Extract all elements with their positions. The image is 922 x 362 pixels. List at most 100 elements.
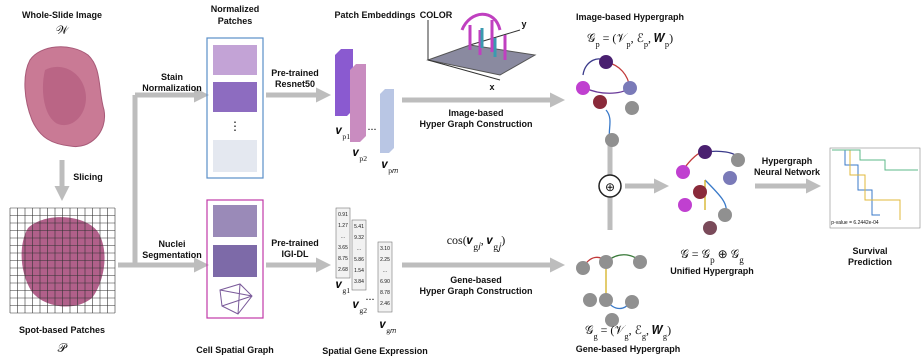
formula-sub: p1 xyxy=(342,132,350,141)
resnet-label: Resnet50 xyxy=(275,79,315,89)
node xyxy=(576,261,590,275)
arrow xyxy=(118,95,135,265)
formula-part: ) xyxy=(501,233,505,247)
stain-label: Stain xyxy=(161,72,183,82)
node xyxy=(623,81,637,95)
fusion-symbol: ⊕ xyxy=(605,180,615,194)
node xyxy=(693,185,707,199)
gene-value: 2.46 xyxy=(380,301,390,307)
node xyxy=(625,295,639,309)
gene-value: 5.86 xyxy=(354,257,364,263)
gene-value: 2.25 xyxy=(380,257,390,263)
formula-part: 𝒢 = 𝒢 xyxy=(680,247,710,261)
formula-part: , 𝑾 xyxy=(646,323,664,337)
node xyxy=(633,255,647,269)
survival-title: Prediction xyxy=(848,257,892,267)
cube-label: COLOR xyxy=(420,10,453,20)
p-value: p-value = 6.2442e-04 xyxy=(831,220,879,226)
nuclei-label: Segmentation xyxy=(142,250,202,260)
patch xyxy=(213,245,257,277)
node xyxy=(593,95,607,109)
gene-value: 3.65 xyxy=(338,245,348,251)
igi-label: Pre-trained xyxy=(271,238,319,248)
node xyxy=(718,208,732,222)
node xyxy=(723,171,737,185)
node xyxy=(605,133,619,147)
wsi-symbol: 𝒲 xyxy=(56,23,70,37)
formula-sub: p2 xyxy=(359,154,367,163)
cell-graph-title: Cell Spatial Graph xyxy=(196,345,274,355)
node xyxy=(599,255,613,269)
normalized-dots: ⋮ xyxy=(229,119,241,133)
normalized-title: Patches xyxy=(218,16,253,26)
formula-sub: g1 xyxy=(342,286,350,295)
formula-part: ) xyxy=(667,323,671,337)
cosine-formula: cos(𝒗g𝑖, 𝒗g𝑗) xyxy=(447,233,506,253)
hgnn-label: Neural Network xyxy=(754,167,821,177)
construction-label: Hyper Graph Construction xyxy=(419,119,532,129)
cell-graph xyxy=(220,284,252,314)
wsi-title: Whole-Slide Image xyxy=(22,10,102,20)
gene-value: 8.75 xyxy=(338,256,348,262)
survival-title: Survival xyxy=(852,246,887,256)
formula-sub: p𝑚 xyxy=(388,166,399,175)
image-hypergraph-formula: 𝒢p = (𝒱p, ℰp, 𝑾p) xyxy=(587,31,673,49)
gene-value: ... xyxy=(383,268,387,274)
patch xyxy=(213,140,257,172)
normalized-title: Normalized xyxy=(211,4,260,14)
cube-label: x xyxy=(489,82,494,92)
gene-hypergraph-formula: 𝒢g = (𝒱g, ℰg, 𝑾g) xyxy=(585,323,671,341)
formula-part: = (𝒱 xyxy=(598,323,627,337)
embedding-label: 𝒗p2 xyxy=(353,145,367,163)
formula-part: , 𝒗 xyxy=(481,233,494,247)
embeddings-title: Patch Embeddings xyxy=(334,10,415,20)
spot-symbol: 𝒫 xyxy=(58,341,68,355)
formula-sub: g xyxy=(739,255,744,265)
gene-value: 6.90 xyxy=(380,279,390,285)
spot-title: Spot-based Patches xyxy=(19,325,105,335)
gene-value: 3.84 xyxy=(354,279,364,285)
gene-value: 1.27 xyxy=(338,223,348,229)
formula-part: ) xyxy=(669,31,673,45)
gene-value: 2.68 xyxy=(338,267,348,273)
formula-part: , 𝑾 xyxy=(648,31,666,45)
formula-sub: g2 xyxy=(359,306,367,315)
gene-value: 1.54 xyxy=(354,268,364,274)
gene-value: 3.10 xyxy=(380,246,390,252)
embedding xyxy=(350,64,366,142)
node xyxy=(698,145,712,159)
formula-part: = (𝒱 xyxy=(600,31,629,45)
node xyxy=(583,293,597,307)
unified-title: Unified Hypergraph xyxy=(670,266,754,276)
embedding-label: 𝒗p1 xyxy=(336,123,350,141)
node xyxy=(703,221,717,235)
hgnn-label: Hypergraph xyxy=(762,156,813,166)
igi-label: IGI-DL xyxy=(282,249,309,259)
gene-value: 8.78 xyxy=(380,290,390,296)
node xyxy=(576,81,590,95)
node xyxy=(678,198,692,212)
gene-label: 𝒗g1 xyxy=(336,277,350,295)
construction-label: Hyper Graph Construction xyxy=(419,286,532,296)
node xyxy=(731,153,745,167)
construction-label: Gene-based xyxy=(450,275,502,285)
node xyxy=(599,293,613,307)
embedding-label: 𝒗p𝑚 xyxy=(382,157,399,175)
image-hypergraph-title: Image-based Hypergraph xyxy=(576,12,684,22)
patch xyxy=(213,205,257,237)
embedding xyxy=(380,89,394,153)
construction-label: Image-based xyxy=(448,108,503,118)
gene-value: 9.32 xyxy=(354,235,364,241)
formula-sub: g𝑚 xyxy=(386,326,397,335)
gene-value: ... xyxy=(357,246,361,252)
gene-label: 𝒗g𝑚 xyxy=(380,317,397,335)
pipeline-diagram: Whole-Slide Image 𝒲 Slicing Spot-based Patc… xyxy=(0,0,922,362)
node xyxy=(676,165,690,179)
gene-value: 0.91 xyxy=(338,212,348,218)
stain-label: Normalization xyxy=(142,83,202,93)
formula-part: ⊕ 𝒢 xyxy=(715,247,740,261)
formula-part: , ℰ xyxy=(629,323,642,337)
slicing-label: Slicing xyxy=(73,172,103,182)
gene-hypergraph-title: Gene-based Hypergraph xyxy=(576,344,681,354)
embedding-dots: ... xyxy=(368,119,377,133)
